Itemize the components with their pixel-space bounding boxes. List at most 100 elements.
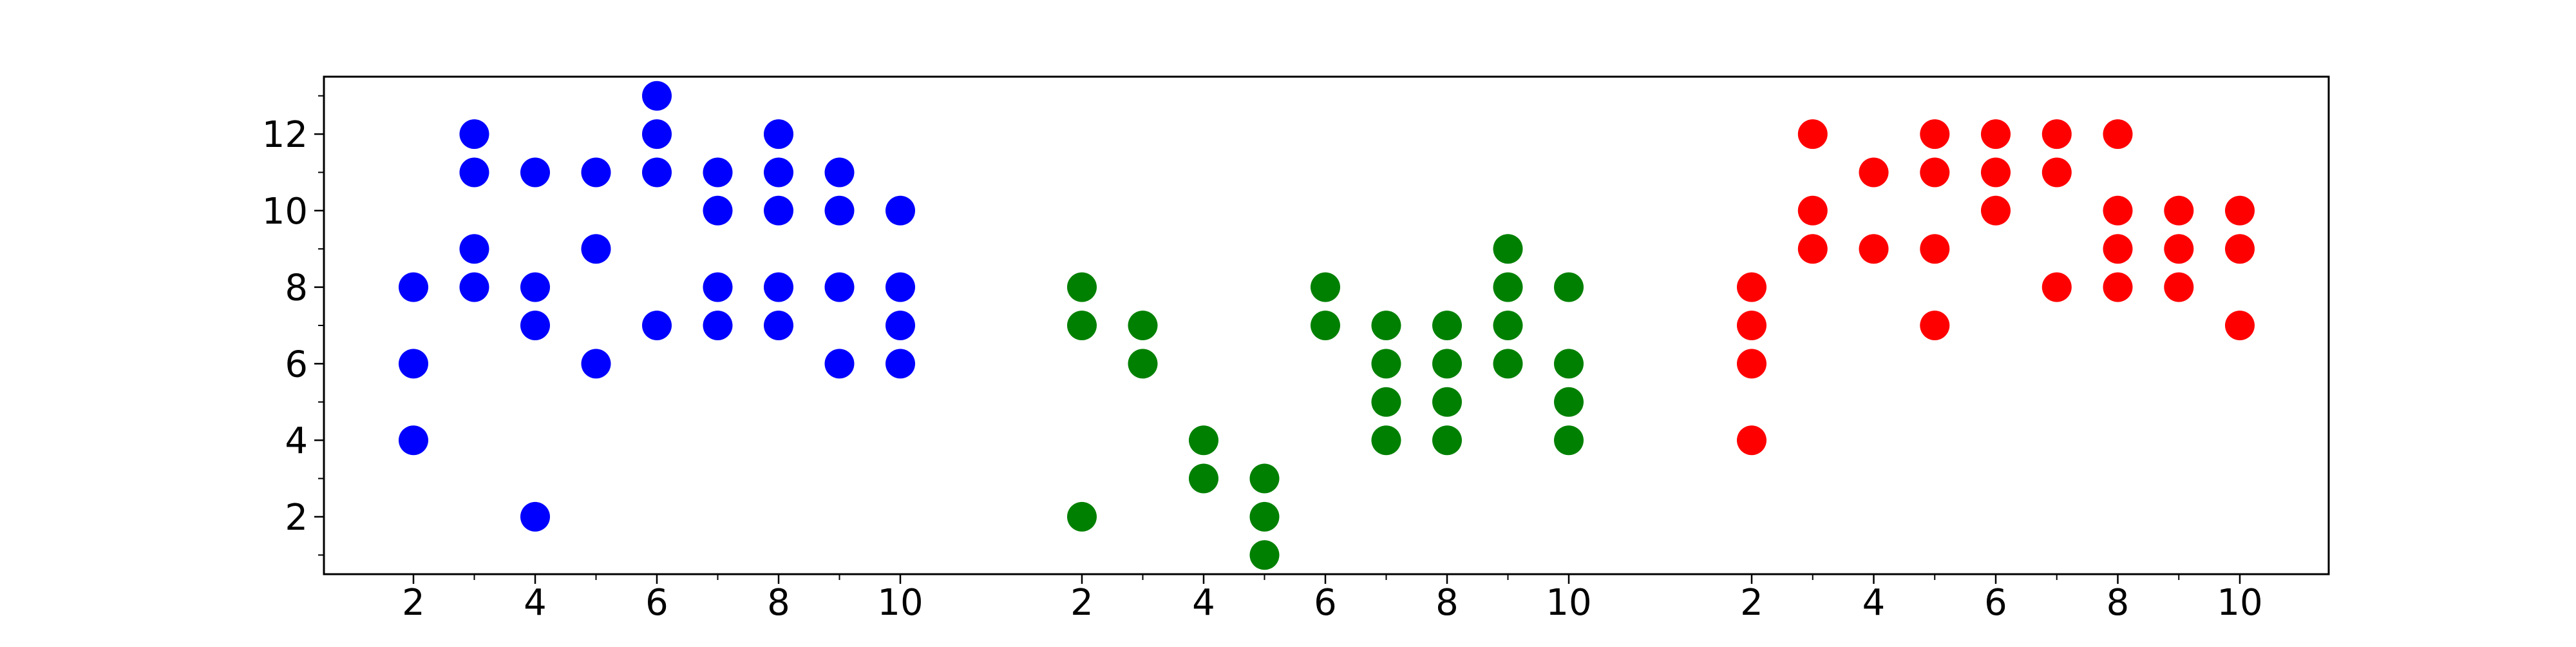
data-point bbox=[1249, 540, 1280, 570]
data-point bbox=[1311, 272, 1340, 302]
data-point bbox=[2225, 195, 2255, 226]
data-point bbox=[1067, 501, 1097, 532]
data-point bbox=[459, 119, 489, 150]
data-point bbox=[1371, 387, 1401, 417]
data-point bbox=[1920, 234, 1950, 264]
data-point bbox=[2103, 234, 2133, 264]
data-point bbox=[1189, 463, 1218, 494]
data-point bbox=[520, 501, 550, 532]
data-point bbox=[1189, 425, 1218, 456]
data-point bbox=[1920, 119, 1950, 150]
data-point bbox=[1249, 501, 1280, 532]
data-point bbox=[1554, 349, 1584, 379]
data-point bbox=[581, 157, 611, 188]
axes-layer: 2 4 6 8 10 2 4 6 8 10 2 4 6 8 10 2 4 6 8 10 12 bbox=[262, 75, 2330, 624]
data-point bbox=[1981, 195, 2011, 226]
y-tick-label: 4 bbox=[285, 420, 308, 462]
x-tick-label: 10 bbox=[1546, 582, 1591, 624]
data-point bbox=[581, 234, 611, 264]
data-point bbox=[1554, 425, 1584, 456]
data-point bbox=[886, 349, 915, 379]
x-tick-label: 2 bbox=[402, 582, 425, 624]
x-tick-label: 10 bbox=[877, 582, 923, 624]
x-tick-label: 4 bbox=[524, 582, 547, 624]
x-tick-label: 8 bbox=[767, 582, 790, 624]
x-tick-label: 6 bbox=[1314, 582, 1337, 624]
data-point bbox=[2164, 234, 2194, 264]
data-point bbox=[1859, 157, 1889, 188]
y-tick-label: 2 bbox=[285, 497, 308, 539]
y-tick-label: 10 bbox=[262, 191, 308, 233]
data-point bbox=[2225, 311, 2255, 340]
data-point bbox=[1128, 311, 1158, 340]
data-point bbox=[824, 272, 855, 302]
data-point bbox=[1981, 157, 2011, 188]
data-point bbox=[1432, 311, 1462, 340]
data-point bbox=[886, 311, 915, 340]
data-point bbox=[824, 349, 855, 379]
data-point bbox=[581, 349, 611, 379]
x-tick-label: 2 bbox=[1070, 582, 1094, 624]
data-point bbox=[2164, 272, 2194, 302]
data-point bbox=[703, 157, 733, 188]
data-point bbox=[2041, 272, 2072, 302]
data-point bbox=[1493, 311, 1523, 340]
x-tick-label: 2 bbox=[1740, 582, 1763, 624]
data-point bbox=[459, 157, 489, 188]
data-point bbox=[1371, 311, 1401, 340]
y-tick-label: 6 bbox=[285, 343, 308, 385]
data-point bbox=[703, 272, 733, 302]
data-point bbox=[764, 195, 793, 226]
x-tick-label: 10 bbox=[2217, 582, 2262, 624]
data-point bbox=[2103, 272, 2133, 302]
data-point bbox=[1371, 349, 1401, 379]
data-point bbox=[1737, 272, 1766, 302]
data-point bbox=[642, 311, 672, 340]
data-point bbox=[2103, 195, 2133, 226]
data-point bbox=[1371, 425, 1401, 456]
plot-frame bbox=[323, 75, 2330, 575]
data-point bbox=[703, 195, 733, 226]
data-point bbox=[520, 311, 550, 340]
x-tick-label: 8 bbox=[1435, 582, 1459, 624]
data-point bbox=[642, 157, 672, 188]
data-point bbox=[1920, 157, 1950, 188]
data-point bbox=[2103, 119, 2133, 150]
data-point bbox=[1128, 349, 1158, 379]
y-tick-label: 12 bbox=[262, 114, 308, 156]
data-point bbox=[1859, 234, 1889, 264]
marks-layer bbox=[399, 81, 2255, 570]
x-tick-label: 6 bbox=[645, 582, 668, 624]
data-point bbox=[399, 349, 428, 379]
data-point bbox=[764, 272, 793, 302]
data-point bbox=[1493, 272, 1523, 302]
x-tick-label: 4 bbox=[1192, 582, 1215, 624]
data-point bbox=[1249, 463, 1280, 494]
data-point bbox=[1737, 311, 1766, 340]
data-point bbox=[520, 272, 550, 302]
data-point bbox=[2225, 234, 2255, 264]
y-tick-label: 8 bbox=[285, 267, 308, 309]
data-point bbox=[642, 119, 672, 150]
data-point bbox=[2164, 195, 2194, 226]
data-point bbox=[1493, 234, 1523, 264]
data-point bbox=[703, 311, 733, 340]
data-point bbox=[1432, 425, 1462, 456]
data-point bbox=[886, 195, 915, 226]
data-point bbox=[642, 81, 672, 111]
data-point bbox=[1554, 387, 1584, 417]
data-point bbox=[1797, 119, 1828, 150]
data-point bbox=[459, 234, 489, 264]
data-point bbox=[2041, 119, 2072, 150]
data-point bbox=[1737, 349, 1766, 379]
data-point bbox=[520, 157, 550, 188]
x-tick-label: 6 bbox=[1984, 582, 2007, 624]
data-point bbox=[1493, 349, 1523, 379]
data-point bbox=[1737, 425, 1766, 456]
data-point bbox=[1432, 387, 1462, 417]
data-point bbox=[1067, 272, 1097, 302]
data-point bbox=[1797, 195, 1828, 226]
